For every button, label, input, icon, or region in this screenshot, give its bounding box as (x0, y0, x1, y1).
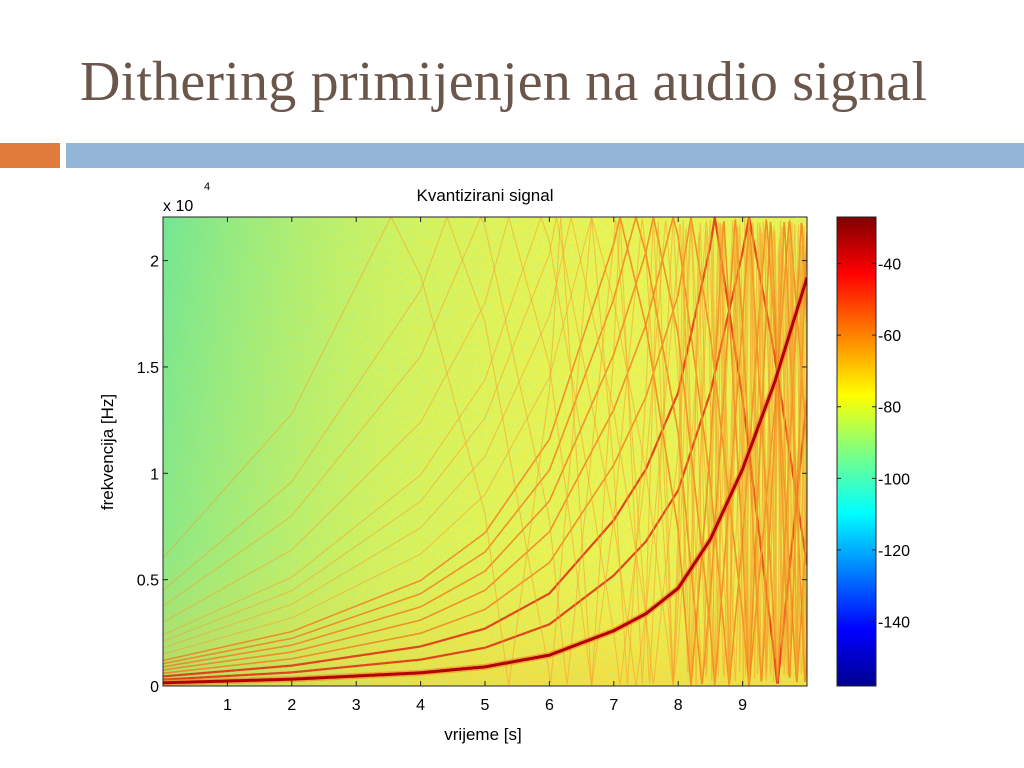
harmonic-line (163, 217, 807, 685)
x-tick-label: 6 (545, 697, 554, 714)
harmonic-line (163, 217, 807, 686)
x-tick-label: 4 (416, 697, 425, 714)
y-tick-label: 0 (150, 679, 159, 696)
colorbar-gradient (836, 216, 877, 687)
harmonic-line (163, 217, 807, 686)
harmonic-line (163, 217, 807, 681)
colorbar-ticks: -40 -60 -80 -100 -120 -140 (837, 257, 910, 632)
x-tick-label: 9 (738, 697, 747, 714)
chart-title: Kvantizirani signal (416, 186, 553, 205)
y-tick-label: 1.5 (137, 360, 159, 377)
x-axis-ticks: 1 2 3 4 5 6 7 8 9 (223, 217, 747, 714)
accent-bar-orange (0, 143, 60, 168)
x-tick-label: 8 (674, 697, 683, 714)
colorbar-tick-label: -60 (878, 328, 901, 345)
y-exponent-power: 4 (204, 181, 210, 193)
fundamental-line (163, 277, 807, 685)
x-tick-label: 3 (352, 697, 361, 714)
colorbar-tick-label: -100 (878, 471, 910, 488)
x-tick-label: 1 (223, 697, 232, 714)
harmonic-line (163, 217, 807, 685)
plot-area (162, 216, 808, 687)
colorbar: -40 -60 -80 -100 -120 -140 (836, 216, 910, 687)
colorbar-tick-label: -140 (878, 615, 910, 632)
x-tick-label: 5 (481, 697, 490, 714)
y-axis-label: frekvencija [Hz] (98, 394, 117, 510)
colorbar-tick-label: -120 (878, 543, 910, 560)
harmonic-line (163, 217, 807, 685)
fundamental-layer (163, 276, 807, 686)
y-tick-label: 1 (150, 466, 159, 483)
accent-bar-blue (66, 143, 1024, 168)
harmonic-line (163, 217, 807, 685)
harmonic-line (163, 217, 807, 686)
x-axis-label: vrijeme [s] (444, 725, 521, 744)
harmonic-line (163, 217, 807, 686)
harmonic-line (163, 217, 807, 686)
x-tick-label: 2 (287, 697, 296, 714)
y-tick-label: 0.5 (137, 573, 159, 590)
y-exponent-label: x 10 (163, 198, 193, 215)
harmonic-line (163, 217, 807, 686)
x-tick-label: 7 (609, 697, 618, 714)
colorbar-tick-label: -80 (878, 400, 901, 417)
harmonics-layer (163, 217, 807, 686)
y-tick-label: 2 (150, 254, 159, 271)
colorbar-tick-label: -40 (878, 257, 901, 274)
y-axis-ticks: 0 0.5 1 1.5 2 (137, 254, 807, 696)
slide-title: Dithering primijenjen na audio signal (80, 51, 928, 113)
